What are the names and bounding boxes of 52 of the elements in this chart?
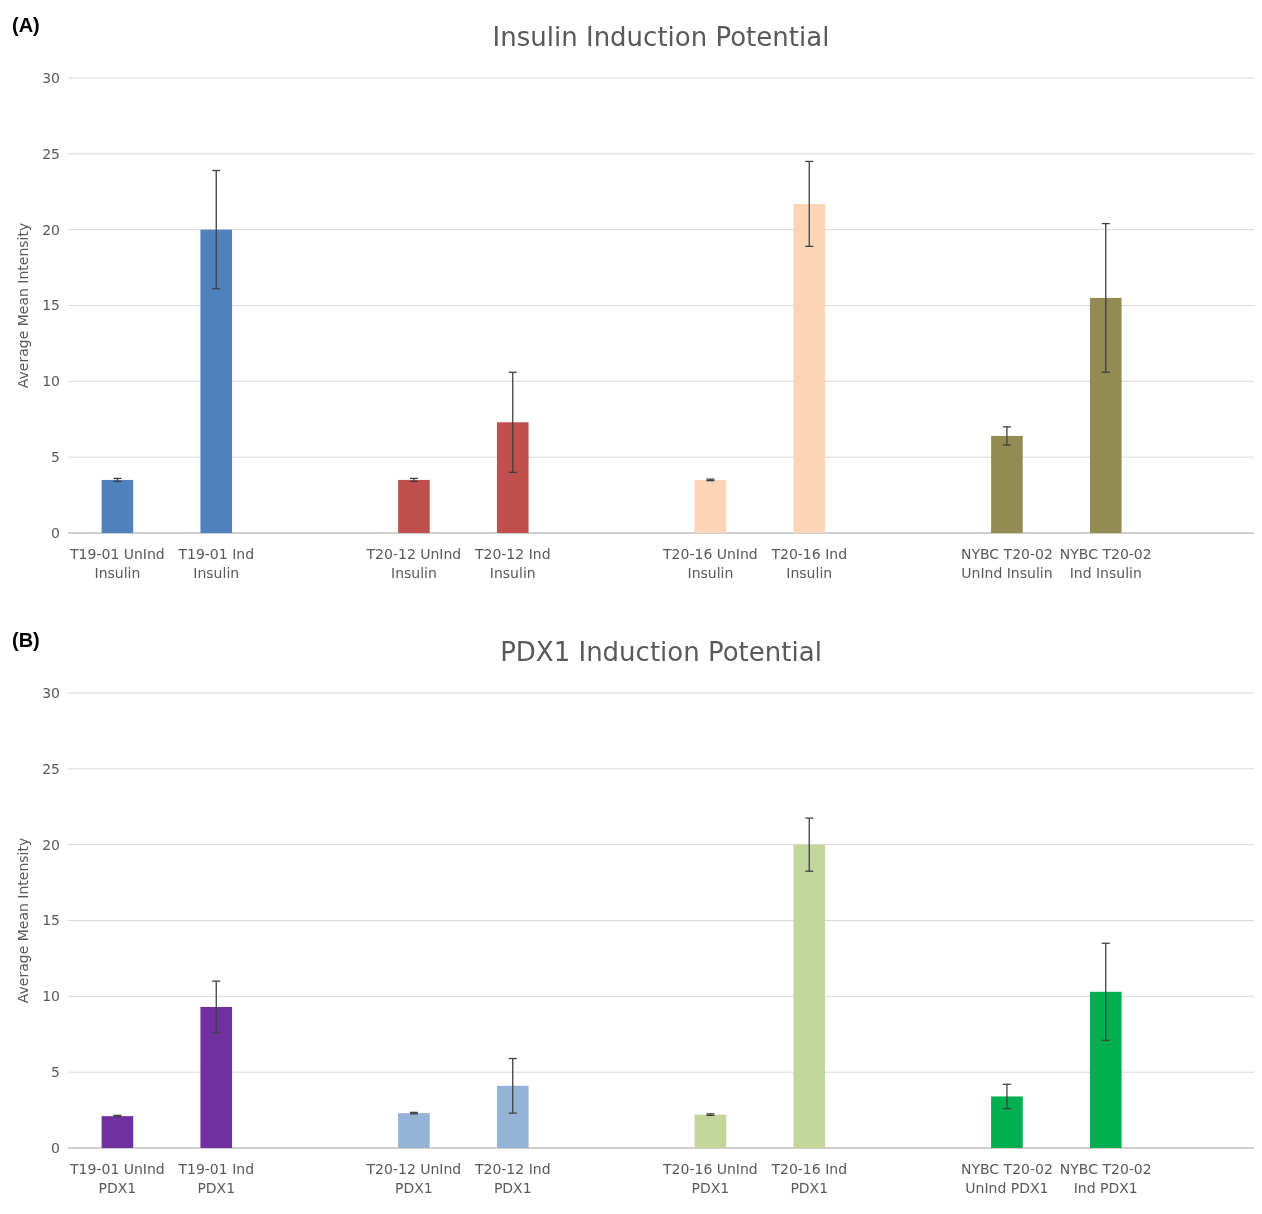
- y-tick-label: 15: [42, 912, 60, 929]
- y-tick-label: 5: [51, 1064, 60, 1081]
- bar: [496, 422, 529, 533]
- y-tick-label: 20: [42, 221, 60, 238]
- x-tick-label: T20-12 UnInd PDX1: [365, 1161, 462, 1196]
- y-tick-label: 10: [42, 373, 60, 390]
- x-tick-label: T20-16 UnInd Insulin: [662, 546, 758, 581]
- bar: [1089, 297, 1122, 533]
- y-axis-title: Average Mean Intensity: [15, 222, 31, 389]
- bar: [101, 479, 134, 533]
- bar: [398, 479, 430, 533]
- bar: [793, 844, 826, 1148]
- x-tick-label: T20-12 Ind Insulin: [473, 546, 551, 581]
- y-tick-label: 30: [42, 684, 60, 701]
- x-tick-label: T20-12 Ind PDX1: [473, 1161, 551, 1196]
- x-tick-label: NYBC T20-02 Ind Insulin: [1059, 546, 1152, 581]
- chart-title: Insulin Induction Potential: [492, 22, 830, 52]
- x-tick-label: NYBC T20-02 UnInd Insulin: [960, 546, 1053, 581]
- bar: [991, 1096, 1023, 1148]
- y-tick-label: 15: [42, 297, 60, 314]
- x-tick-label: NYBC T20-02 Ind PDX1: [1059, 1161, 1152, 1196]
- y-tick-label: 10: [42, 988, 60, 1005]
- x-tick-label: T19-01 Ind PDX1: [177, 1161, 255, 1196]
- x-tick-label: NYBC T20-02 UnInd PDX1: [960, 1161, 1053, 1196]
- bar: [101, 1116, 134, 1148]
- bar: [793, 203, 826, 533]
- bar: [991, 435, 1023, 533]
- bar: [694, 479, 727, 533]
- y-tick-label: 30: [42, 69, 60, 86]
- bar: [1089, 991, 1122, 1148]
- y-axis-title: Average Mean Intensity: [15, 837, 31, 1004]
- text: (A): [12, 14, 40, 36]
- bar: [200, 229, 233, 533]
- y-tick-label: 5: [51, 449, 60, 466]
- y-tick-label: 25: [42, 760, 60, 777]
- chart-title: PDX1 Induction Potential: [500, 637, 822, 667]
- y-tick-label: 0: [51, 1139, 60, 1156]
- text: (B): [12, 629, 40, 651]
- bar: [694, 1114, 727, 1148]
- y-tick-label: 20: [42, 836, 60, 853]
- x-tick-label: T20-12 UnInd Insulin: [365, 546, 462, 581]
- x-tick-label: T19-01 UnInd Insulin: [69, 546, 165, 581]
- bar: [496, 1085, 529, 1148]
- x-tick-label: T20-16 UnInd PDX1: [662, 1161, 758, 1196]
- x-tick-label: T19-01 Ind Insulin: [177, 546, 255, 581]
- bar: [200, 1006, 233, 1148]
- x-tick-label: T20-16 Ind PDX1: [770, 1161, 848, 1196]
- y-tick-label: 0: [51, 524, 60, 541]
- y-tick-label: 25: [42, 145, 60, 162]
- x-tick-label: T20-16 Ind Insulin: [770, 546, 848, 581]
- x-tick-label: T19-01 UnInd PDX1: [69, 1161, 165, 1196]
- bar: [398, 1113, 430, 1148]
